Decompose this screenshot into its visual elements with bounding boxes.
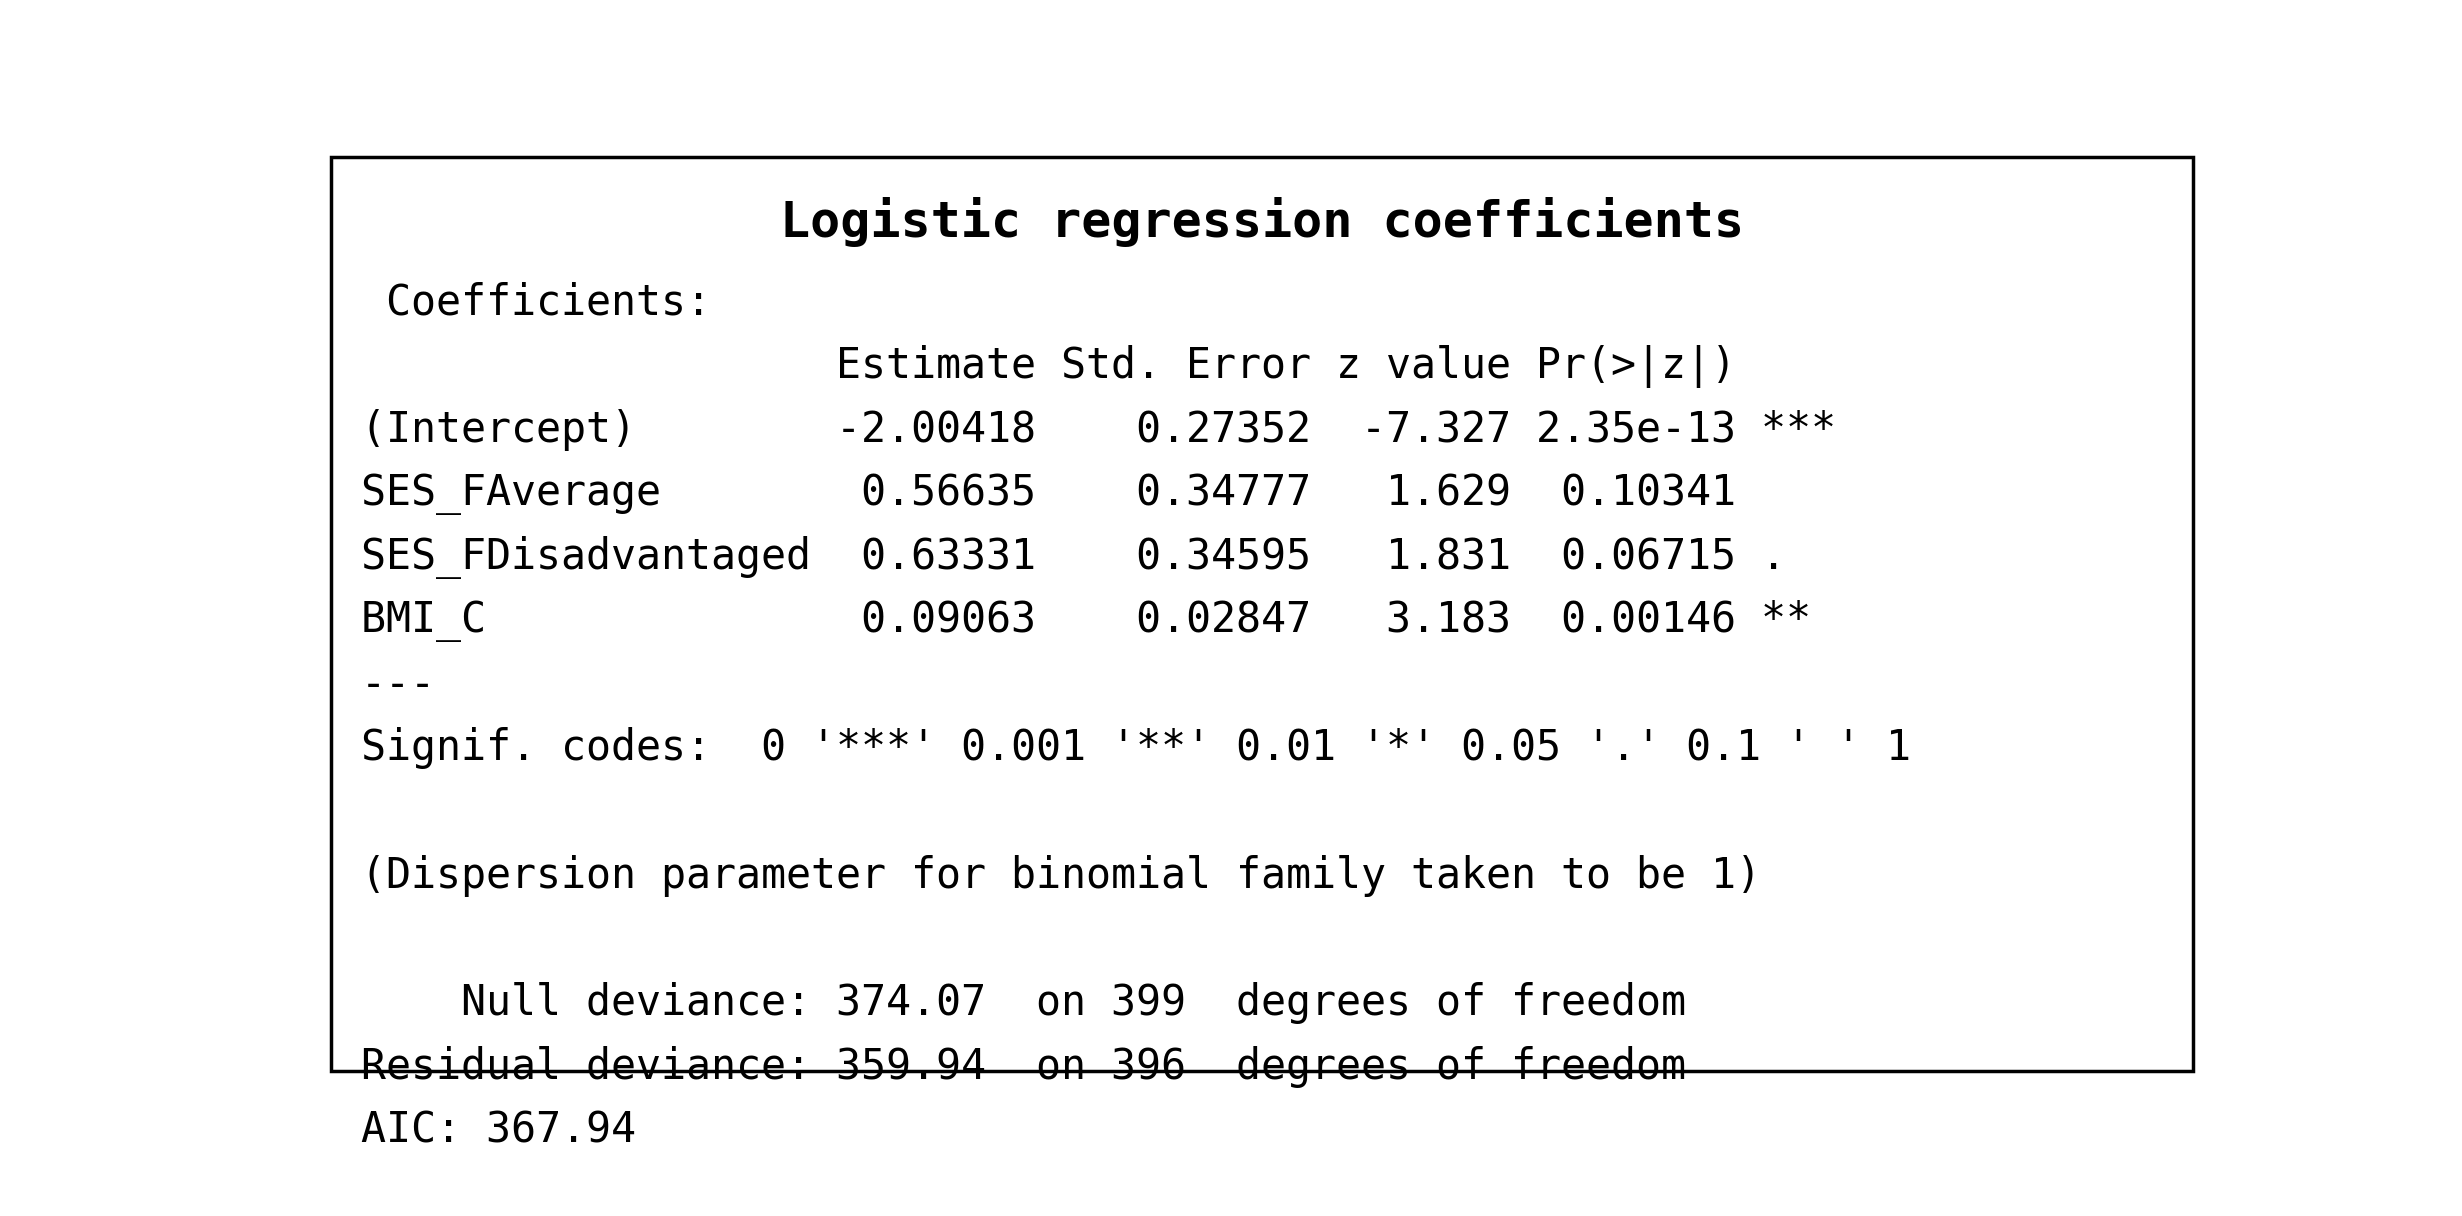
Text: BMI_C               0.09063    0.02847   3.183  0.00146 **: BMI_C 0.09063 0.02847 3.183 0.00146 **: [362, 599, 1812, 642]
Text: AIC: 367.94: AIC: 367.94: [362, 1109, 635, 1152]
Text: (Dispersion parameter for binomial family taken to be 1): (Dispersion parameter for binomial famil…: [362, 855, 1760, 896]
Text: Coefficients:: Coefficients:: [362, 282, 712, 323]
Text: ---: ---: [362, 664, 436, 705]
Text: Residual deviance: 359.94  on 396  degrees of freedom: Residual deviance: 359.94 on 396 degrees…: [362, 1046, 1686, 1088]
FancyBboxPatch shape: [330, 157, 2194, 1071]
Text: Signif. codes:  0 '***' 0.001 '**' 0.01 '*' 0.05 '.' 0.1 ' ' 1: Signif. codes: 0 '***' 0.001 '**' 0.01 '…: [362, 727, 1911, 770]
Text: Estimate Std. Error z value Pr(>|z|): Estimate Std. Error z value Pr(>|z|): [362, 345, 1736, 388]
Text: SES_FDisadvantaged  0.63331    0.34595   1.831  0.06715 .: SES_FDisadvantaged 0.63331 0.34595 1.831…: [362, 536, 1785, 579]
Text: Null deviance: 374.07  on 399  degrees of freedom: Null deviance: 374.07 on 399 degrees of …: [362, 983, 1686, 1024]
Text: (Intercept)        -2.00418    0.27352  -7.327 2.35e-13 ***: (Intercept) -2.00418 0.27352 -7.327 2.35…: [362, 409, 1837, 451]
Text: SES_FAverage        0.56635    0.34777   1.629  0.10341: SES_FAverage 0.56635 0.34777 1.629 0.103…: [362, 473, 1736, 514]
Text: Logistic regression coefficients: Logistic regression coefficients: [780, 197, 1743, 247]
